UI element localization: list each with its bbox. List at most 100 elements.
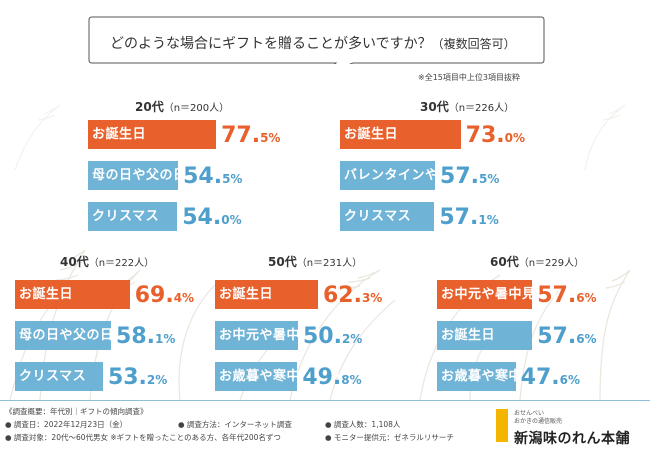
survey-date: ● 調査日：2022年12月23日（金） bbox=[5, 420, 128, 429]
question-text: どのような場合にギフトを贈ることが多いですか？（複数回答可） bbox=[110, 33, 516, 53]
value-decimal: 5% bbox=[222, 172, 243, 186]
age-label: 30代 bbox=[420, 100, 449, 114]
bar bbox=[215, 280, 318, 309]
bar bbox=[88, 120, 217, 149]
bar-value: 57.1% bbox=[439, 203, 498, 232]
logo-line2: おかきの通信販売 bbox=[514, 418, 563, 425]
question-note: （複数回答可） bbox=[431, 37, 516, 51]
sample-size: （n＝226人） bbox=[448, 103, 515, 114]
bar bbox=[15, 362, 103, 391]
bar-value: 47.6% bbox=[521, 363, 580, 392]
bar bbox=[15, 321, 111, 350]
age-label: 40代 bbox=[60, 255, 89, 269]
value-integer: 57. bbox=[440, 164, 480, 189]
bar bbox=[88, 161, 179, 190]
question-bubble bbox=[88, 16, 545, 64]
value-decimal: 2% bbox=[146, 373, 168, 387]
age-label: 20代 bbox=[135, 100, 164, 114]
value-integer: 49. bbox=[302, 365, 342, 390]
value-decimal: 1% bbox=[155, 332, 176, 346]
survey-overview: 《調査概要：年代別｜ギフトの傾向調査》 bbox=[5, 407, 148, 416]
bar bbox=[437, 362, 516, 391]
bar-label: クリスマス bbox=[344, 209, 412, 224]
value-integer: 50. bbox=[302, 324, 342, 349]
age-group-title: 50代（n＝231人） bbox=[268, 253, 362, 270]
bar bbox=[215, 362, 298, 391]
survey-method: ● 調査方法：インターネット調査 bbox=[178, 420, 292, 429]
value-integer: 77. bbox=[221, 123, 261, 148]
survey-count: ● 調査人数：1,108人 bbox=[325, 420, 401, 429]
value-integer: 73. bbox=[465, 123, 505, 148]
sample-size: （n＝231人） bbox=[296, 258, 363, 269]
bar-label: お中元や暑中見舞い bbox=[441, 287, 563, 302]
value-decimal: 5% bbox=[479, 172, 500, 186]
bar-label: お歳暮や寒中見舞い bbox=[441, 369, 563, 384]
value-decimal: 4% bbox=[173, 291, 195, 305]
bar-label: お誕生日 bbox=[219, 287, 274, 302]
bar-value: 69.4% bbox=[135, 281, 194, 310]
bar-label: クリスマス bbox=[19, 369, 87, 384]
age-group-title: 60代（n＝229人） bbox=[490, 253, 584, 270]
bar bbox=[437, 321, 533, 350]
bar bbox=[88, 202, 178, 231]
value-decimal: 6% bbox=[576, 291, 597, 305]
value-decimal: 0% bbox=[504, 131, 526, 145]
value-integer: 62. bbox=[322, 283, 362, 308]
bar-label: 母の日や父の日 bbox=[92, 168, 187, 183]
value-integer: 54. bbox=[182, 205, 222, 230]
bar-value: 54.5% bbox=[183, 162, 242, 191]
survey-target: ● 調査対象：20代～60代男女 ※ギフトを贈ったことのある方、各年代200名ず… bbox=[5, 433, 281, 442]
bar-value: 57.5% bbox=[440, 162, 499, 191]
bar-value: 58.1% bbox=[116, 322, 175, 351]
question-main: どのような場合にギフトを贈ることが多いですか？ bbox=[110, 36, 432, 52]
bar-label: クリスマス bbox=[92, 209, 160, 224]
bar-label: お誕生日 bbox=[19, 287, 74, 302]
bar-value: 54.0% bbox=[182, 203, 241, 232]
value-integer: 57. bbox=[439, 205, 479, 230]
bar-value: 50.2% bbox=[303, 322, 362, 351]
value-integer: 54. bbox=[183, 164, 223, 189]
age-label: 50代 bbox=[268, 255, 297, 269]
sample-size: （n＝222人） bbox=[88, 258, 155, 269]
value-decimal: 3% bbox=[361, 291, 383, 305]
sample-size: （n＝229人） bbox=[518, 258, 585, 269]
age-group-title: 30代（n＝226人） bbox=[420, 98, 514, 115]
bar-label: お誕生日 bbox=[344, 127, 399, 142]
value-decimal: 2% bbox=[341, 332, 363, 346]
bar-value: 62.3% bbox=[323, 281, 382, 310]
value-integer: 57. bbox=[537, 324, 577, 349]
bar bbox=[340, 161, 435, 190]
logo-name: 新潟味のれん本舗 bbox=[514, 431, 630, 447]
sample-size: （n＝200人） bbox=[163, 103, 230, 114]
bar-value: 57.6% bbox=[537, 281, 596, 310]
value-decimal: 6% bbox=[559, 373, 581, 387]
value-decimal: 5% bbox=[260, 131, 281, 145]
footer-divider bbox=[0, 400, 650, 401]
bar-value: 49.8% bbox=[302, 363, 361, 392]
bar-label: お中元や暑中見舞い bbox=[219, 328, 341, 343]
value-decimal: 0% bbox=[221, 213, 242, 227]
bar-value: 77.5% bbox=[221, 121, 280, 150]
bar-label: 母の日や父の日 bbox=[19, 328, 114, 343]
age-group-title: 20代（n＝200人） bbox=[135, 98, 229, 115]
value-decimal: 8% bbox=[341, 373, 362, 387]
bar-label: お誕生日 bbox=[441, 328, 496, 343]
value-integer: 58. bbox=[116, 324, 156, 349]
age-label: 60代 bbox=[490, 255, 519, 269]
logo-line1: おせんべい bbox=[514, 410, 545, 417]
logo-mark bbox=[496, 409, 508, 442]
value-decimal: 1% bbox=[478, 213, 499, 227]
bar-value: 53.2% bbox=[108, 363, 167, 392]
survey-monitor: ● モニター提供元：ゼネラルリサーチ bbox=[325, 433, 454, 442]
value-integer: 57. bbox=[537, 283, 577, 308]
age-group-title: 40代（n＝222人） bbox=[60, 253, 154, 270]
value-integer: 53. bbox=[107, 365, 147, 390]
value-integer: 69. bbox=[134, 283, 174, 308]
bar-value: 73.0% bbox=[466, 121, 525, 150]
value-decimal: 6% bbox=[576, 332, 597, 346]
bar bbox=[340, 120, 461, 149]
bar-value: 57.6% bbox=[537, 322, 596, 351]
selection-note: ※全15項目中上位3項目抜粋 bbox=[418, 73, 520, 82]
bar-label: バレンタインやホワイトデー bbox=[344, 168, 520, 183]
